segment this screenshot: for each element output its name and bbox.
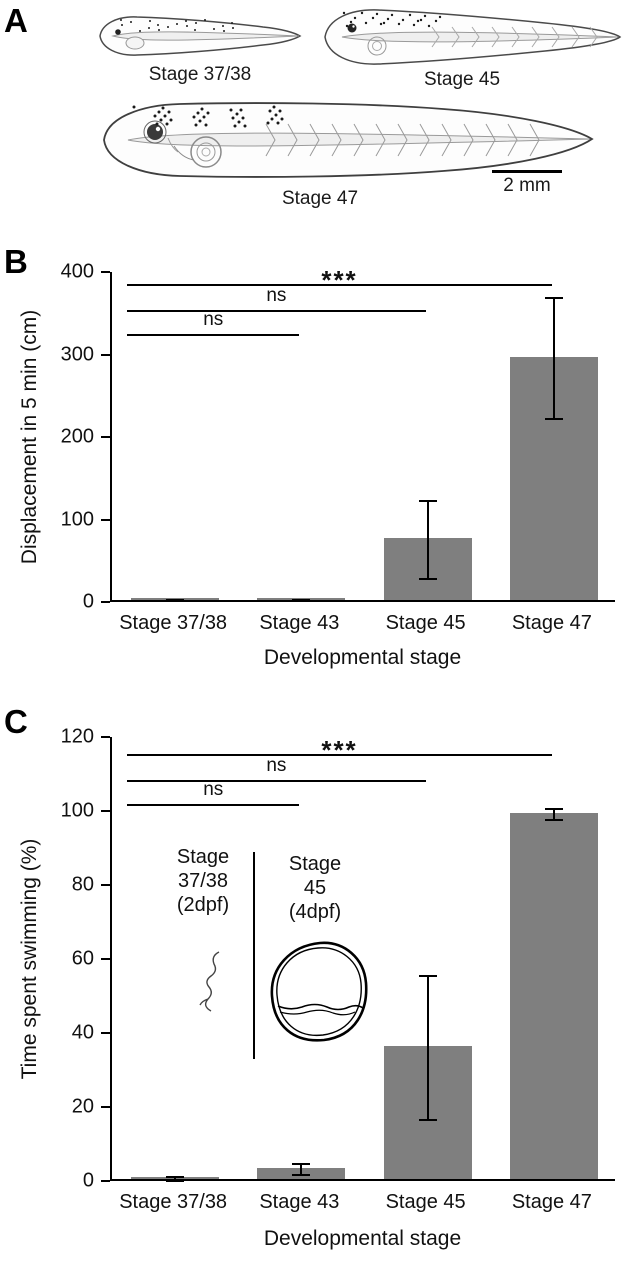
- y-tick: [101, 601, 110, 603]
- y-tick: [101, 884, 110, 886]
- x-tick-label-stage-45: Stage 45: [385, 612, 466, 634]
- error-cap-stage-47: [544, 297, 563, 300]
- error-bar-stage-43: [300, 1164, 303, 1176]
- error-cap-stage-43: [292, 600, 311, 603]
- panel-c: C Time spent swimming (%) Developmental …: [0, 695, 632, 1266]
- error-cap-stage-37-38: [166, 1176, 185, 1179]
- y-tick: [101, 271, 110, 273]
- y-tick-label: 80: [71, 873, 94, 896]
- y-tick: [101, 1106, 110, 1108]
- inset-label-stage-37-38: Stage 37/38 (2dpf): [176, 846, 230, 916]
- error-bar-stage-37-38: [174, 1177, 177, 1181]
- error-bar-stage-45: [426, 501, 429, 579]
- panel-a-letter: A: [4, 2, 28, 39]
- y-tick-label: 20: [71, 1095, 94, 1118]
- tadpole-stage-37-38-illustration: [99, 16, 302, 56]
- panel-b-y-axis-title: Displacement in 5 min (cm): [18, 309, 41, 565]
- inset-divider: [253, 852, 255, 1059]
- stage-37-38-caption: Stage 37/38: [148, 64, 252, 85]
- y-tick-label: 40: [71, 1021, 94, 1044]
- y-tick-label: 0: [82, 1169, 94, 1192]
- stage-47-caption: Stage 47: [281, 188, 359, 209]
- y-tick-label: 400: [60, 260, 94, 283]
- significance-label: ***: [321, 734, 358, 765]
- error-bar-stage-47: [552, 809, 555, 821]
- bar-stage-47: [509, 812, 598, 1179]
- significance-line-ns: [127, 333, 300, 336]
- error-cap-stage-45: [418, 500, 437, 503]
- significance-line-ns: [127, 309, 426, 312]
- panel-c-letter: C: [4, 703, 28, 740]
- y-tick-label: 120: [60, 725, 94, 748]
- y-tick: [101, 353, 110, 356]
- error-cap-stage-45: [418, 974, 437, 977]
- trace-stage-45: [270, 941, 368, 1042]
- y-tick: [101, 518, 110, 521]
- error-cap-stage-37-38: [166, 598, 185, 601]
- plot-area: [101, 736, 615, 1182]
- significance-line--: [127, 753, 552, 756]
- significance-label: ***: [321, 265, 358, 296]
- trace-stage-37-38: [199, 951, 220, 1012]
- significance-label: ns: [266, 284, 287, 306]
- error-cap-stage-37-38: [166, 600, 185, 603]
- y-tick-label: 100: [60, 508, 94, 530]
- x-tick-label-stage-47: Stage 47: [511, 612, 592, 634]
- y-tick-label: 200: [60, 425, 94, 448]
- error-bar-stage-45: [426, 975, 429, 1120]
- panel-c-y-axis-title: Time spent swimming (%): [18, 838, 41, 1080]
- panel-b-x-axis-title: Developmental stage: [263, 646, 462, 669]
- error-cap-stage-45: [418, 1118, 437, 1121]
- scale-bar: [492, 170, 562, 173]
- y-tick: [101, 736, 110, 738]
- significance-line-ns: [127, 779, 426, 782]
- error-cap-stage-47: [544, 819, 563, 822]
- scale-bar-label: 2 mm: [503, 175, 551, 196]
- significance-line-ns: [127, 803, 300, 806]
- y-tick-label: 100: [60, 799, 94, 822]
- y-tick: [101, 436, 110, 438]
- x-tick-label-stage-43: Stage 43: [259, 1191, 340, 1213]
- tadpole-stage-47-illustration: [103, 102, 594, 178]
- panel-a: A Stage 37/38 Stage 45: [0, 0, 632, 235]
- y-tick: [101, 1032, 110, 1034]
- error-cap-stage-43: [292, 1163, 311, 1166]
- error-cap-stage-43: [292, 598, 311, 601]
- x-tick-label-stage-43: Stage 43: [259, 612, 340, 634]
- stage-45-caption: Stage 45: [423, 69, 501, 90]
- error-cap-stage-37-38: [166, 1180, 185, 1182]
- error-cap-stage-47: [544, 808, 563, 811]
- x-tick-label-stage-45: Stage 45: [385, 1191, 466, 1213]
- significance-label: ns: [203, 308, 224, 330]
- x-tick-label-stage-37-38: Stage 37/38: [119, 612, 228, 634]
- y-tick-label: 60: [71, 947, 94, 970]
- panel-b-letter: B: [4, 243, 28, 280]
- error-bar-stage-47: [552, 298, 555, 419]
- y-tick-label: 300: [60, 343, 94, 365]
- tadpole-stage-45-illustration: [324, 9, 622, 65]
- significance-label: ns: [266, 754, 287, 776]
- x-tick-label-stage-47: Stage 47: [511, 1191, 592, 1213]
- y-tick: [101, 958, 110, 960]
- y-tick-label: 0: [82, 590, 94, 613]
- significance-label: ns: [203, 778, 224, 800]
- plot-area: [101, 271, 615, 603]
- error-cap-stage-47: [544, 417, 563, 420]
- error-cap-stage-45: [418, 577, 437, 580]
- panel-b: B Displacement in 5 min (cm) Development…: [0, 235, 632, 695]
- significance-line--: [127, 284, 552, 287]
- y-tick: [101, 1180, 110, 1182]
- error-cap-stage-43: [292, 1174, 311, 1177]
- panel-c-x-axis-title: Developmental stage: [263, 1227, 462, 1250]
- inset-label-stage-45: Stage 45 (4dpf): [288, 853, 342, 923]
- y-tick: [101, 810, 110, 812]
- x-tick-label-stage-37-38: Stage 37/38: [119, 1191, 228, 1213]
